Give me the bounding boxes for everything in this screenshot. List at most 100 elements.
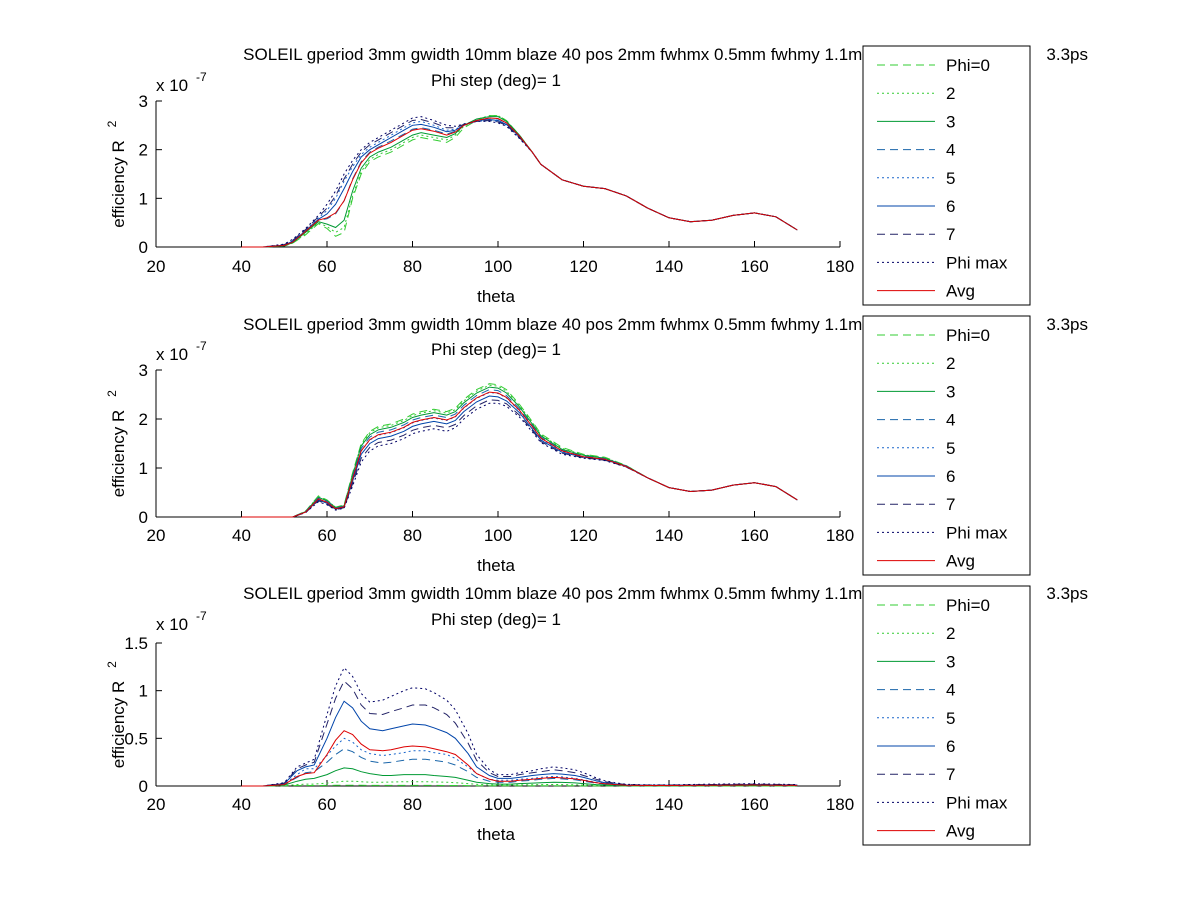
legend-label: 4 bbox=[946, 411, 955, 430]
legend-label: Avg bbox=[946, 822, 975, 841]
legend-label: 7 bbox=[946, 495, 955, 514]
legend-label: 7 bbox=[946, 765, 955, 784]
series-line-2 bbox=[241, 115, 798, 248]
axis-multiplier: x 10 bbox=[156, 615, 188, 634]
x-tick-label: 120 bbox=[569, 795, 597, 814]
legend-label: Avg bbox=[946, 552, 975, 571]
y-tick-label: 3 bbox=[139, 361, 148, 380]
legend: Phi=0 2 3 4 5 6 7 Phi max Avg bbox=[862, 585, 1031, 846]
series-line-8 bbox=[241, 116, 798, 248]
x-tick-label: 40 bbox=[232, 257, 251, 276]
legend-label: 5 bbox=[946, 709, 955, 728]
chart-title-tail: 3.3ps bbox=[1046, 45, 1088, 64]
legend-label: Avg bbox=[946, 282, 975, 301]
series-line-9 bbox=[241, 730, 798, 787]
y-axis-label-superscript: 2 bbox=[105, 661, 119, 668]
chart-title: SOLEIL gperiod 3mm gwidth 10mm blaze 40 … bbox=[243, 584, 957, 603]
chart-subtitle: Phi step (deg)= 1 bbox=[431, 71, 561, 90]
y-axis-label-superscript: 2 bbox=[105, 120, 119, 127]
series-line-1 bbox=[241, 115, 798, 248]
legend: Phi=0 2 3 4 5 6 7 Phi max Avg bbox=[862, 315, 1031, 576]
y-tick-label: 2 bbox=[139, 410, 148, 429]
legend-label: 3 bbox=[946, 112, 955, 131]
y-tick-label: 0 bbox=[139, 508, 148, 527]
y-axis-label: efficiency R bbox=[109, 140, 128, 228]
legend-label: 4 bbox=[946, 141, 955, 160]
x-tick-label: 60 bbox=[318, 795, 337, 814]
legend-label: 3 bbox=[946, 652, 955, 671]
x-tick-label: 80 bbox=[403, 257, 422, 276]
y-axis-label-group: efficiency R 2 bbox=[105, 120, 128, 227]
legend-box bbox=[862, 315, 1031, 576]
series-line-9 bbox=[241, 117, 798, 248]
x-axis-label: theta bbox=[477, 825, 515, 844]
x-tick-label: 160 bbox=[740, 795, 768, 814]
x-tick-label: 60 bbox=[318, 257, 337, 276]
legend-label: 7 bbox=[946, 225, 955, 244]
legend-label: 5 bbox=[946, 169, 955, 188]
y-tick-label: 0 bbox=[139, 238, 148, 257]
legend-label: Phi max bbox=[946, 523, 1008, 542]
chart-subtitle: Phi step (deg)= 1 bbox=[431, 340, 561, 359]
legend-label: Phi=0 bbox=[946, 56, 990, 75]
series-line-7 bbox=[241, 680, 798, 787]
legend-label: Phi max bbox=[946, 253, 1008, 272]
series-line-2 bbox=[241, 780, 798, 787]
legend-label: 6 bbox=[946, 737, 955, 756]
legend-label: 5 bbox=[946, 439, 955, 458]
chart-title: SOLEIL gperiod 3mm gwidth 10mm blaze 40 … bbox=[243, 45, 957, 64]
x-tick-label: 100 bbox=[484, 257, 512, 276]
y-axis-label-group: efficiency R 2 bbox=[105, 661, 128, 768]
y-axis-label-group: efficiency R 2 bbox=[105, 390, 128, 497]
x-tick-label: 80 bbox=[403, 526, 422, 545]
x-tick-label: 180 bbox=[826, 257, 854, 276]
x-tick-label: 20 bbox=[147, 257, 166, 276]
series-line-3 bbox=[241, 386, 798, 518]
chart-title: SOLEIL gperiod 3mm gwidth 10mm blaze 40 … bbox=[243, 315, 957, 334]
y-tick-label: 1 bbox=[139, 459, 148, 478]
axis-multiplier-exponent: -7 bbox=[196, 339, 207, 353]
legend-label: Phi=0 bbox=[946, 596, 990, 615]
y-axis-label-superscript: 2 bbox=[105, 390, 119, 397]
y-tick-label: 1.5 bbox=[124, 634, 148, 653]
series-line-5 bbox=[241, 119, 798, 248]
series-line-5 bbox=[241, 737, 798, 787]
axis-multiplier-exponent: -7 bbox=[196, 70, 207, 84]
chart-title-tail: 3.3ps bbox=[1046, 584, 1088, 603]
legend-label: Phi max bbox=[946, 793, 1008, 812]
legend-label: 2 bbox=[946, 624, 955, 643]
series-line-3 bbox=[241, 767, 798, 787]
x-tick-label: 180 bbox=[826, 795, 854, 814]
x-tick-label: 140 bbox=[655, 795, 683, 814]
axis-multiplier: x 10 bbox=[156, 76, 188, 95]
y-tick-label: 0 bbox=[139, 777, 148, 796]
chart-title-tail: 3.3ps bbox=[1046, 315, 1088, 334]
series-line-9 bbox=[241, 391, 798, 518]
x-axis-label: theta bbox=[477, 287, 515, 306]
x-tick-label: 180 bbox=[826, 526, 854, 545]
x-tick-label: 100 bbox=[484, 795, 512, 814]
chart-panel-2: SOLEIL gperiod 3mm gwidth 10mm blaze 40 … bbox=[105, 315, 1088, 576]
x-tick-label: 40 bbox=[232, 526, 251, 545]
series-line-6 bbox=[241, 700, 798, 787]
y-tick-label: 0.5 bbox=[124, 729, 148, 748]
y-tick-label: 3 bbox=[139, 92, 148, 111]
series-line-5 bbox=[241, 391, 798, 518]
y-tick-label: 2 bbox=[139, 141, 148, 160]
chart-panel-3: SOLEIL gperiod 3mm gwidth 10mm blaze 40 … bbox=[105, 584, 1088, 846]
series-line-1 bbox=[241, 784, 798, 787]
y-tick-label: 1 bbox=[139, 189, 148, 208]
x-tick-label: 100 bbox=[484, 526, 512, 545]
x-tick-label: 20 bbox=[147, 795, 166, 814]
axis-multiplier-exponent: -7 bbox=[196, 609, 207, 623]
y-tick-label: 1 bbox=[139, 682, 148, 701]
series-line-1 bbox=[241, 383, 798, 518]
legend-label: 2 bbox=[946, 84, 955, 103]
x-tick-label: 120 bbox=[569, 257, 597, 276]
series-line-7 bbox=[241, 118, 798, 248]
y-axis-label: efficiency R bbox=[109, 681, 128, 769]
x-tick-label: 60 bbox=[318, 526, 337, 545]
chart-subtitle: Phi step (deg)= 1 bbox=[431, 610, 561, 629]
x-tick-label: 120 bbox=[569, 526, 597, 545]
